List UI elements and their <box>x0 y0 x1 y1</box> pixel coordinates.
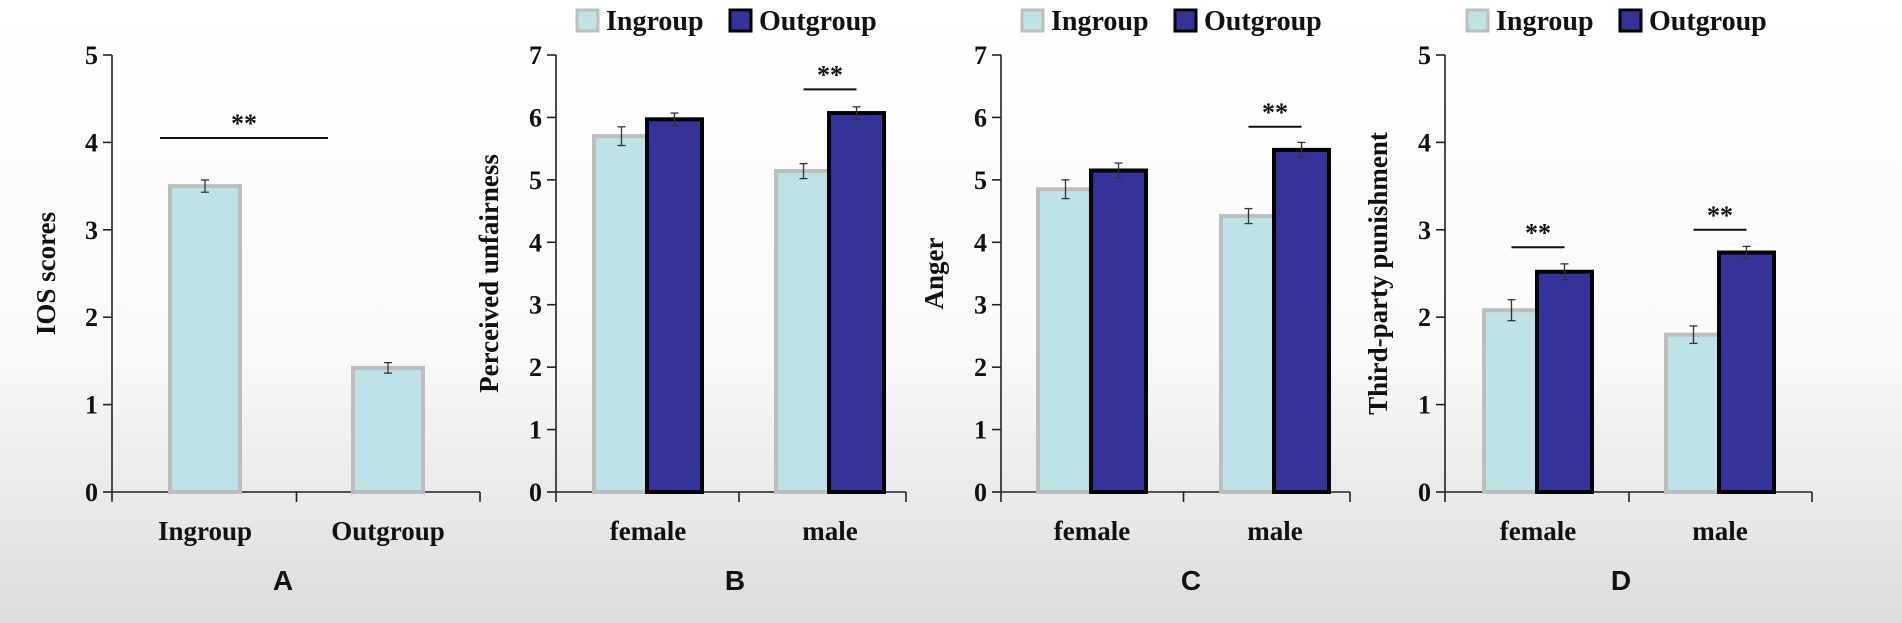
bar-outgroup-male <box>1272 147 1331 495</box>
bar-ingroup-female <box>1482 308 1541 495</box>
y-tick-label: 4 <box>1418 128 1431 157</box>
x-tick-label: male <box>1692 516 1747 546</box>
y-tick-label: 1 <box>529 416 542 445</box>
significance-marker: ** <box>1525 218 1551 247</box>
y-tick-label: 7 <box>974 41 987 70</box>
bar-outgroup-female <box>645 117 704 495</box>
y-tick-label: 4 <box>974 228 987 257</box>
bar-ingroup-outgroup <box>351 365 425 494</box>
y-tick-label: 3 <box>1418 216 1431 245</box>
y-tick-label: 0 <box>85 478 98 507</box>
bar-outgroup-female <box>1535 269 1594 495</box>
y-tick-label: 7 <box>529 41 542 70</box>
y-tick-label: 0 <box>529 478 542 507</box>
legend-swatch-ingroup <box>1020 8 1045 33</box>
y-tick-label: 5 <box>529 166 542 195</box>
y-tick-label: 1 <box>1418 391 1431 420</box>
y-axis-label: Anger <box>919 237 949 309</box>
panel-label: D <box>1611 565 1631 596</box>
y-tick-label: 1 <box>85 391 98 420</box>
legend: Ingroup Outgroup <box>1465 6 1767 37</box>
legend-label-outgroup: Outgroup <box>1649 6 1767 37</box>
y-tick-label: 5 <box>974 166 987 195</box>
y-tick-label: 2 <box>529 353 542 382</box>
y-tick-label: 0 <box>1418 478 1431 507</box>
bar-ingroup-male <box>1219 214 1278 495</box>
y-tick-label: 5 <box>1418 41 1431 70</box>
bar-ingroup-ingroup <box>168 184 242 494</box>
x-tick-label: male <box>802 516 857 546</box>
legend-label-ingroup: Ingroup <box>1051 6 1149 37</box>
panel-B: 0 1 2 3 4 5 6 7 female male Perceived unfairness **… <box>474 6 907 596</box>
legend-swatch-outgroup <box>1173 8 1198 33</box>
panel-C: 0 1 2 3 4 5 6 7 female male Anger ** Ingroup Outgroup… <box>919 6 1351 596</box>
y-tick-label: 3 <box>85 216 98 245</box>
y-tick-label: 3 <box>529 291 542 320</box>
y-tick-label: 5 <box>85 41 98 70</box>
bar-ingroup-male <box>774 169 833 494</box>
y-tick-label: 0 <box>974 478 987 507</box>
y-axis-label: Third-party punishment <box>1363 132 1393 415</box>
x-tick-label: female <box>1054 516 1130 546</box>
legend-swatch-ingroup <box>575 8 600 33</box>
y-tick-label: 3 <box>974 291 987 320</box>
panel-D: 0 1 2 3 4 5 female male Third-party punishment **… <box>1363 6 1813 596</box>
legend-label-ingroup: Ingroup <box>606 6 704 37</box>
y-tick-label: 2 <box>85 303 98 332</box>
bar-ingroup-male <box>1664 332 1723 494</box>
bar-outgroup-male <box>827 111 886 495</box>
bar-outgroup-male <box>1717 250 1776 494</box>
significance-marker: ** <box>231 109 257 138</box>
y-tick-label: 2 <box>974 353 987 382</box>
panel-label: A <box>273 565 293 596</box>
legend-swatch-outgroup <box>1618 8 1643 33</box>
y-tick-label: 4 <box>529 228 542 257</box>
legend-swatch-outgroup <box>728 8 753 33</box>
legend-swatch-ingroup <box>1465 8 1490 33</box>
legend: Ingroup Outgroup <box>1020 6 1322 37</box>
significance-marker: ** <box>1262 98 1288 127</box>
y-tick-label: 4 <box>85 128 98 157</box>
legend-label-outgroup: Outgroup <box>759 6 877 37</box>
legend-label-ingroup: Ingroup <box>1496 6 1594 37</box>
legend-label-outgroup: Outgroup <box>1204 6 1322 37</box>
x-tick-label: female <box>1500 516 1576 546</box>
y-axis-label: IOS scores <box>31 212 61 335</box>
x-tick-label: male <box>1247 516 1302 546</box>
x-tick-label: Ingroup <box>158 516 252 546</box>
bar-ingroup-female <box>1036 187 1095 494</box>
significance-marker: ** <box>1707 201 1733 230</box>
panel-label: B <box>725 565 745 596</box>
y-tick-label: 6 <box>529 103 542 132</box>
bar-outgroup-female <box>1089 168 1148 494</box>
panel-label: C <box>1181 565 1201 596</box>
significance-marker: ** <box>817 60 843 89</box>
y-tick-label: 1 <box>974 416 987 445</box>
y-axis-label: Perceived unfairness <box>474 154 504 393</box>
legend: Ingroup Outgroup <box>575 6 877 37</box>
x-tick-label: female <box>610 516 686 546</box>
x-tick-label: Outgroup <box>331 516 445 546</box>
y-tick-label: 6 <box>974 103 987 132</box>
bar-ingroup-female <box>592 134 651 495</box>
y-tick-label: 2 <box>1418 303 1431 332</box>
panel-A: 0 1 2 3 4 5 Ingroup Outgroup IOS scores ** A <box>31 41 481 596</box>
